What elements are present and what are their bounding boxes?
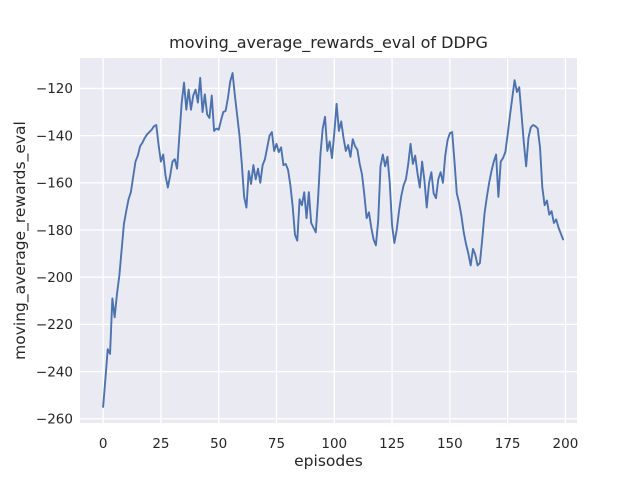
y-tick-label: −160 — [36, 176, 73, 192]
x-tick-label: 25 — [152, 436, 169, 452]
x-tick-label: 75 — [268, 436, 285, 452]
y-tick-label: −220 — [36, 317, 73, 333]
chart-title: moving_average_rewards_eval of DDPG — [169, 33, 488, 53]
y-axis-label: moving_average_rewards_eval — [11, 121, 30, 360]
x-tick-label: 125 — [379, 436, 405, 452]
y-tick-label: −140 — [36, 128, 73, 144]
x-tick-label: 200 — [553, 436, 579, 452]
y-tick-label: −260 — [36, 412, 73, 428]
x-tick-label: 175 — [495, 436, 521, 452]
y-tick-label: −200 — [36, 270, 73, 286]
x-tick-label: 100 — [321, 436, 347, 452]
y-tick-label: −120 — [36, 81, 73, 97]
y-tick-label: −180 — [36, 223, 73, 239]
x-tick-labels: 0 25 50 75 100 125 150 175 200 — [99, 436, 579, 452]
x-axis-label: episodes — [294, 452, 363, 470]
grid-lines — [80, 58, 577, 423]
x-tick-label: 0 — [99, 436, 108, 452]
plot-background — [80, 58, 577, 423]
x-tick-label: 150 — [437, 436, 463, 452]
y-tick-labels: −120 −140 −160 −180 −200 −220 −240 −260 — [36, 81, 73, 427]
x-tick-label: 50 — [210, 436, 227, 452]
reward-line — [102, 72, 565, 408]
y-tick-label: −240 — [36, 364, 73, 380]
